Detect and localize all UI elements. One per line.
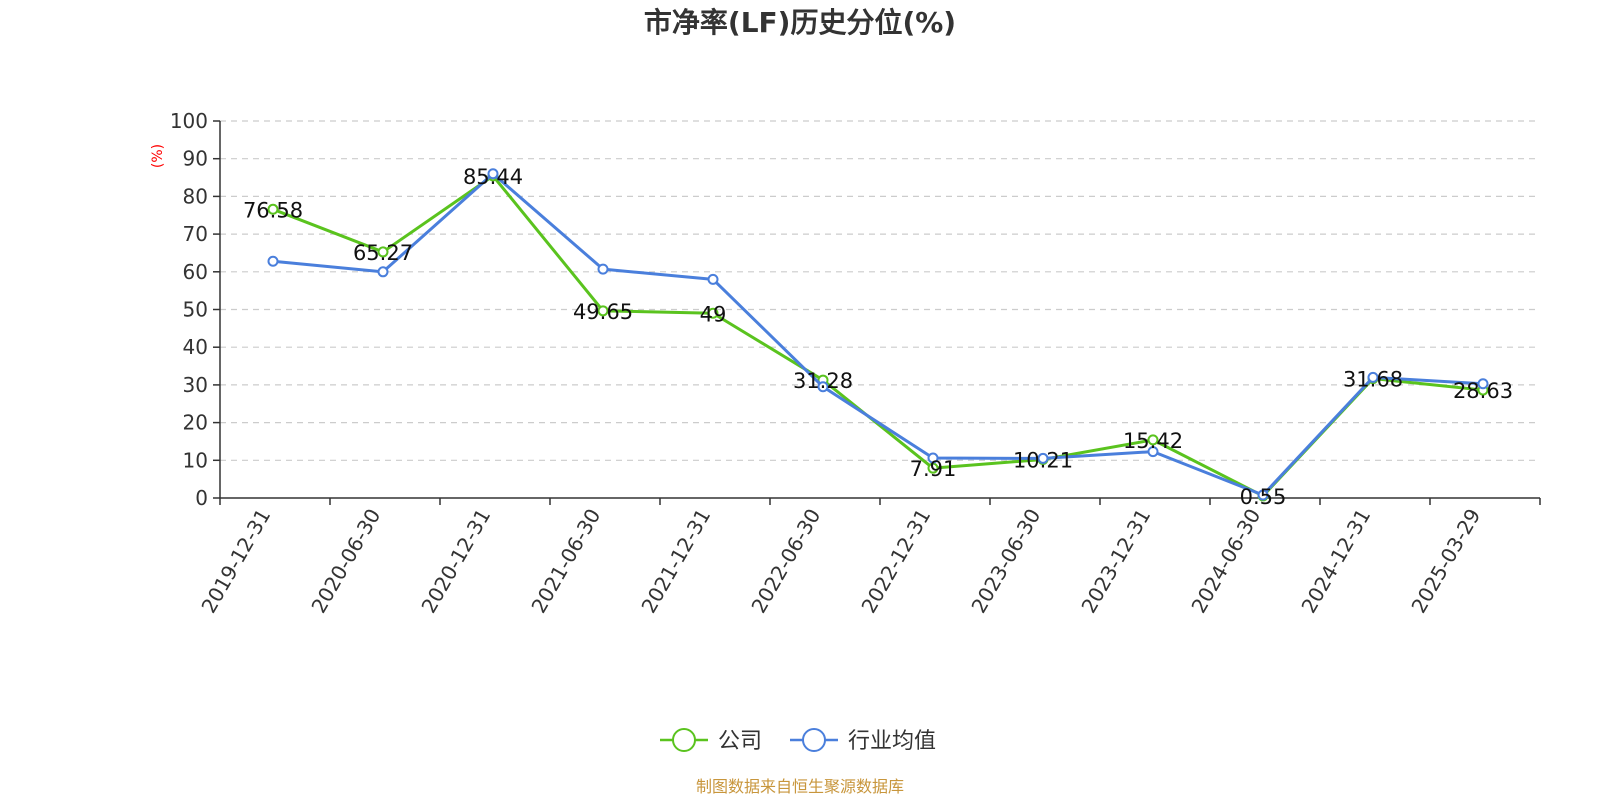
- data-labels: 76.58 65.27 85.44 49.65 49 31.28 7.91 10.21 15.4…: [243, 165, 1513, 509]
- y-tick-label: 100: [170, 109, 208, 133]
- data-point-1[interactable]: [927, 452, 939, 464]
- legend-marker: [672, 728, 696, 752]
- data-point-1[interactable]: [707, 273, 719, 285]
- x-tick-label: 2020-12-31: [416, 505, 495, 618]
- x-tick-label: 2024-12-31: [1296, 505, 1375, 618]
- legend[interactable]: 公司 行业均值: [660, 728, 936, 754]
- grid: [220, 120, 1540, 461]
- data-label: 28.63: [1453, 379, 1513, 403]
- series-line-0: [272, 174, 1484, 498]
- x-tick-label: 2021-12-31: [636, 505, 715, 618]
- y-tick-label: 50: [183, 298, 208, 322]
- data-point-0[interactable]: [707, 307, 719, 319]
- x-tick-label: 2022-12-31: [856, 505, 935, 618]
- source-note: 制图数据来自恒生聚源数据库: [696, 777, 904, 796]
- x-tick-label: 2021-06-30: [526, 505, 605, 618]
- data-label: 65.27: [353, 241, 413, 265]
- x-tick-label: 2019-12-31: [196, 505, 275, 618]
- y-tick-label: 30: [183, 373, 208, 397]
- axes: 0 10 20 30 40 50 60 70 80 90 100 2019-12-31 2020-06-…: [170, 109, 1541, 618]
- data-label: 7.91: [910, 457, 957, 481]
- data-point-0[interactable]: [1147, 434, 1159, 446]
- data-point-0[interactable]: [267, 203, 279, 215]
- data-point-1[interactable]: [817, 381, 829, 393]
- y-tick-label: 70: [183, 222, 208, 246]
- data-label: 31.28: [793, 369, 853, 393]
- series-layer: [267, 168, 1489, 502]
- legend-item-1[interactable]: 行业均值: [790, 728, 936, 754]
- legend-marker: [802, 728, 826, 752]
- data-point-1[interactable]: [1367, 371, 1379, 383]
- data-label: 31.68: [1343, 368, 1403, 392]
- data-point-0[interactable]: [377, 246, 389, 258]
- legend-item-0[interactable]: 公司: [660, 728, 762, 754]
- x-tick-label: 2020-06-30: [306, 505, 385, 618]
- chart-title: 市净率(LF)历史分位(%): [644, 6, 956, 39]
- data-point-1[interactable]: [1037, 452, 1049, 464]
- y-tick-label: 0: [195, 486, 208, 510]
- x-tick-label: 2024-06-30: [1186, 505, 1265, 618]
- x-tick-label: 2023-12-31: [1076, 505, 1155, 618]
- data-label: 15.42: [1123, 429, 1183, 453]
- series-line-1: [272, 172, 1484, 497]
- y-tick-label: 60: [183, 260, 208, 284]
- data-label: 49.65: [573, 300, 633, 324]
- legend-label: 行业均值: [848, 729, 936, 754]
- data-label: 49: [700, 302, 727, 326]
- data-point-1[interactable]: [487, 168, 499, 180]
- data-point-0[interactable]: [597, 305, 609, 317]
- y-tick-label: 20: [183, 411, 208, 435]
- x-tick-label: 2025-03-29: [1406, 505, 1485, 618]
- x-tick-label: 2022-06-30: [746, 505, 825, 618]
- data-label: 85.44: [463, 165, 523, 189]
- y-tick-label: 40: [183, 335, 208, 359]
- y-tick-label: 10: [183, 448, 208, 472]
- y-tick-label: 80: [183, 184, 208, 208]
- legend-label: 公司: [718, 729, 762, 754]
- data-label: 76.58: [243, 198, 303, 222]
- data-point-1[interactable]: [1477, 378, 1489, 390]
- data-point-1[interactable]: [1147, 446, 1159, 458]
- data-label: 0.55: [1240, 485, 1287, 509]
- data-point-1[interactable]: [267, 255, 279, 267]
- data-point-0[interactable]: [927, 462, 939, 474]
- x-tick-label: 2023-06-30: [966, 505, 1045, 618]
- data-point-1[interactable]: [1257, 489, 1269, 501]
- y-tick-label: 90: [183, 147, 208, 171]
- y-axis-label: (%): [150, 144, 166, 168]
- data-label: 10.21: [1013, 449, 1073, 473]
- data-point-1[interactable]: [597, 263, 609, 275]
- data-point-1[interactable]: [377, 266, 389, 278]
